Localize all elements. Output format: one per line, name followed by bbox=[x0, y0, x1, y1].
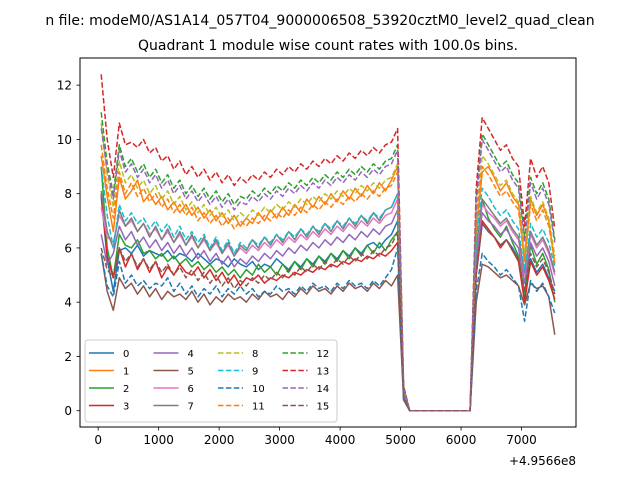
y-tick-label: 10 bbox=[57, 133, 72, 147]
x-tick-label: 5000 bbox=[385, 433, 416, 447]
x-tick-label: 6000 bbox=[446, 433, 477, 447]
series-line-13 bbox=[100, 74, 556, 412]
plot-frame bbox=[79, 57, 577, 428]
legend-label-9: 9 bbox=[252, 367, 258, 378]
series-line-1 bbox=[100, 155, 556, 412]
y-tick-label: 12 bbox=[57, 79, 72, 93]
legend-label-4: 4 bbox=[188, 349, 194, 360]
legend-box bbox=[84, 339, 338, 423]
series-line-6 bbox=[100, 198, 556, 412]
chart-title: Quadrant 1 module wise count rates with … bbox=[138, 38, 518, 54]
x-tick-label: 4000 bbox=[325, 433, 356, 447]
series-line-5 bbox=[100, 253, 556, 412]
y-tick-label: 0 bbox=[64, 404, 72, 418]
y-axis: 0 2 4 6 8 10 12 bbox=[57, 79, 80, 418]
legend-label-8: 8 bbox=[252, 349, 258, 360]
series-line-7 bbox=[100, 190, 556, 412]
series-line-10 bbox=[100, 247, 556, 412]
figure-suptitle: n file: modeM0/AS1A14_057T04_9000006508_… bbox=[45, 13, 594, 29]
x-tick-label: 7000 bbox=[506, 433, 537, 447]
series-line-14 bbox=[100, 128, 556, 412]
legend-label-14: 14 bbox=[317, 384, 330, 395]
y-tick-label: 8 bbox=[64, 187, 72, 201]
legend-label-5: 5 bbox=[188, 367, 194, 378]
series-line-12 bbox=[100, 112, 556, 412]
x-tick-label: 3000 bbox=[264, 433, 295, 447]
x-tick-label: 1000 bbox=[143, 433, 174, 447]
y-tick-label: 4 bbox=[64, 296, 72, 310]
legend-label-1: 1 bbox=[123, 367, 129, 378]
legend-label-13: 13 bbox=[317, 367, 330, 378]
legend-label-0: 0 bbox=[123, 349, 129, 360]
legend-label-12: 12 bbox=[317, 349, 330, 360]
legend-label-3: 3 bbox=[123, 402, 129, 413]
series-line-9 bbox=[100, 166, 556, 412]
series-line-2 bbox=[100, 166, 556, 412]
y-tick-label: 2 bbox=[64, 350, 72, 364]
x-axis: 0 1000 2000 3000 4000 5000 6000 7000 bbox=[94, 427, 537, 447]
series-line-11 bbox=[100, 144, 556, 412]
y-tick-label: 6 bbox=[64, 241, 72, 255]
legend-label-7: 7 bbox=[188, 402, 194, 413]
series-line-8 bbox=[100, 123, 556, 412]
series-line-4 bbox=[100, 209, 556, 412]
series-lines bbox=[100, 74, 556, 412]
legend-label-6: 6 bbox=[188, 384, 194, 395]
legend-label-11: 11 bbox=[252, 402, 265, 413]
x-offset-label: +4.9566e8 bbox=[509, 454, 576, 468]
legend-label-2: 2 bbox=[123, 384, 129, 395]
series-line-3 bbox=[100, 193, 556, 412]
legend-label-10: 10 bbox=[252, 384, 265, 395]
x-tick-label: 2000 bbox=[204, 433, 235, 447]
x-tick-label: 0 bbox=[94, 433, 102, 447]
legend-label-15: 15 bbox=[317, 402, 330, 413]
series-line-15 bbox=[100, 222, 556, 412]
